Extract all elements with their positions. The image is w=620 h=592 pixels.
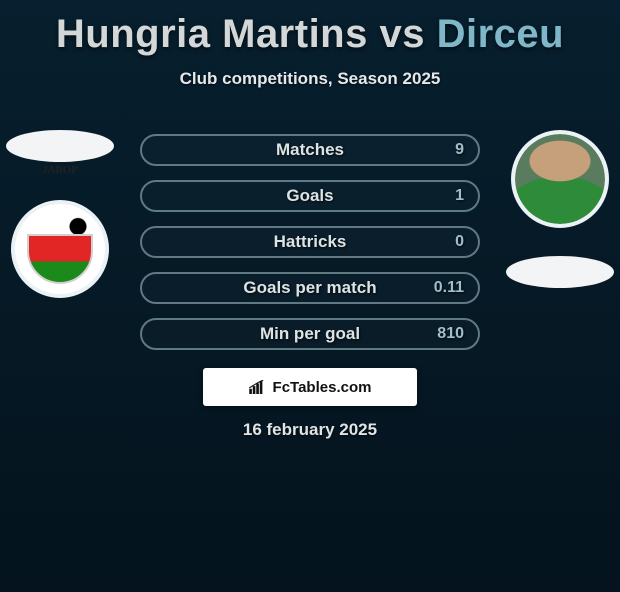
stats-list: Matches 9 Goals 1 Hattricks 0 Goals per match 0… bbox=[140, 134, 480, 350]
vs-text: vs bbox=[368, 12, 437, 56]
stat-value-right: 9 bbox=[455, 141, 464, 159]
stat-row: Min per goal 810 bbox=[140, 318, 480, 350]
stat-value-right: 0 bbox=[455, 233, 464, 251]
stat-value-right: 0.11 bbox=[434, 279, 464, 297]
stat-label: Hattricks bbox=[274, 232, 347, 252]
bar-chart-icon bbox=[249, 380, 267, 394]
right-placeholder-ellipse bbox=[506, 256, 614, 288]
update-date: 16 february 2025 bbox=[0, 420, 620, 440]
stat-label: Matches bbox=[276, 140, 344, 160]
stat-row: Goals 1 bbox=[140, 180, 480, 212]
subtitle: Club competitions, Season 2025 bbox=[0, 69, 620, 89]
stat-row: Hattricks 0 bbox=[140, 226, 480, 258]
player2-name: Dirceu bbox=[437, 12, 565, 56]
right-player-column bbox=[505, 130, 615, 288]
page-title: Hungria Martins vs Dirceu bbox=[0, 12, 620, 57]
player-avatar-graphic bbox=[515, 134, 605, 224]
stat-label: Min per goal bbox=[260, 324, 360, 344]
stat-value-right: 1 bbox=[455, 187, 464, 205]
left-player-column: JABOP bbox=[5, 130, 115, 298]
site-logo[interactable]: FcTables.com bbox=[203, 368, 417, 406]
stat-label: Goals bbox=[286, 186, 333, 206]
left-placeholder-ellipse bbox=[6, 130, 114, 162]
stat-row: Goals per match 0.11 bbox=[140, 272, 480, 304]
player1-name: Hungria Martins bbox=[56, 12, 368, 56]
right-player-avatar bbox=[511, 130, 609, 228]
stat-value-right: 810 bbox=[437, 325, 464, 343]
team-badge-graphic bbox=[15, 204, 105, 294]
stat-row: Matches 9 bbox=[140, 134, 480, 166]
site-logo-text: FcTables.com bbox=[273, 379, 372, 396]
left-team-badge: JABOP bbox=[11, 200, 109, 298]
stat-label: Goals per match bbox=[243, 278, 376, 298]
